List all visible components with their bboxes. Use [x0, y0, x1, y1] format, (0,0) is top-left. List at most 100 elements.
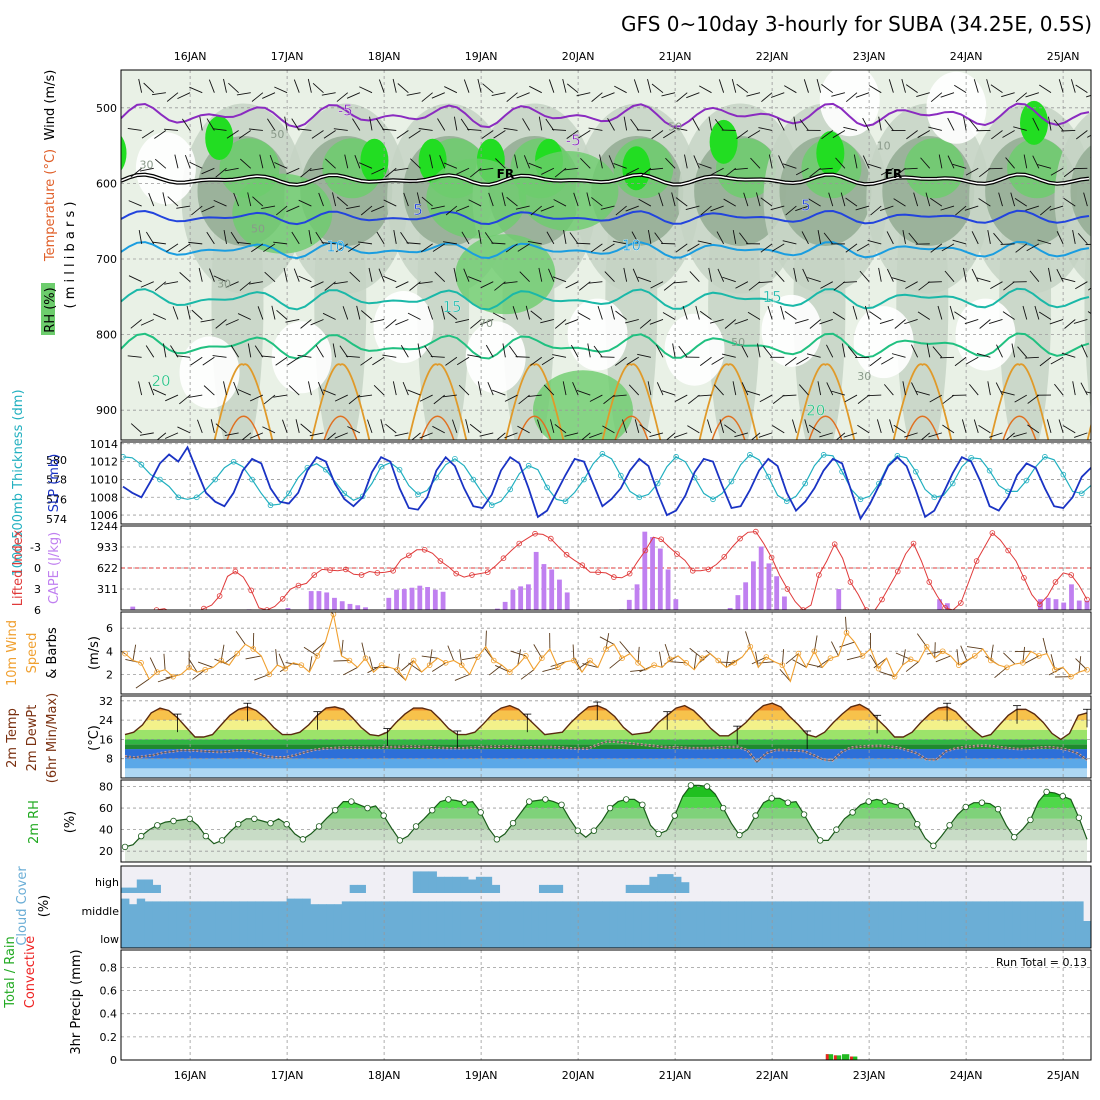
cape-bar	[541, 564, 547, 610]
cloud-middle-cell	[680, 901, 690, 921]
wind-barb	[857, 394, 870, 404]
cloud-high-cell	[673, 876, 682, 893]
wind-barb	[763, 346, 773, 358]
wind-barb	[697, 394, 712, 397]
wind-barb	[581, 432, 591, 440]
thickness-tick-label: 576	[46, 493, 67, 506]
wind-barb	[902, 381, 906, 396]
cloud-middle-cell	[278, 901, 288, 921]
cloud-middle-cell	[949, 901, 958, 921]
cloud-low-cell	[728, 921, 737, 948]
wind-barb	[734, 432, 748, 438]
wind-barb	[1001, 92, 1015, 98]
cloud-high-cell	[657, 874, 666, 893]
cloud-middle-cell	[885, 901, 895, 921]
cloud-middle-cell	[751, 901, 761, 921]
wind-barb	[479, 432, 494, 437]
lifted-index-line-marker	[1005, 547, 1011, 554]
rh2m-marker	[978, 799, 986, 806]
x-tick-label-top: 18JAN	[368, 50, 401, 63]
wind-barb	[395, 281, 409, 289]
wind10m-speed-line-marker	[987, 657, 994, 664]
cloud-middle-cell	[404, 901, 414, 921]
wind-barb	[930, 197, 943, 207]
wind-barb	[1032, 117, 1040, 131]
wind-barb	[818, 167, 833, 170]
wind10m-speed-line-marker	[683, 660, 689, 666]
wind-barb	[356, 305, 361, 320]
wind-barb	[506, 92, 518, 102]
rh2m-fill	[125, 785, 1087, 862]
wind-barb	[1024, 356, 1039, 359]
wind-barb	[477, 78, 482, 93]
wind-barb	[530, 205, 543, 216]
cloud-middle-cell	[239, 901, 248, 921]
wind-barb	[998, 192, 1003, 207]
wind-barb	[770, 205, 785, 211]
wind-barb	[333, 128, 348, 131]
thickness-line-marker	[1078, 490, 1085, 497]
cloud-middle-cell	[609, 901, 619, 921]
wind-barb	[127, 127, 142, 131]
wind-barb	[1000, 391, 1015, 396]
wind-barb	[130, 319, 142, 329]
cloud-middle-cell	[262, 901, 272, 921]
cloud-middle-cell	[452, 901, 461, 921]
precip-tick-label: 0	[110, 1054, 117, 1067]
wind-barb	[493, 130, 506, 139]
wind-barb	[324, 281, 336, 291]
wind10m-speed-line-marker	[651, 662, 657, 668]
wind-barb	[1000, 243, 1015, 245]
wind-barb	[339, 345, 349, 358]
cloud-low-cell	[507, 921, 516, 948]
thickness-line-marker	[249, 476, 255, 483]
wind-barb	[248, 128, 263, 131]
wind10m-speed-line-marker	[635, 660, 641, 666]
wind-barb	[554, 319, 567, 329]
wind-barb	[796, 356, 809, 365]
wind-barb	[1056, 231, 1064, 245]
cloud-middle-cell	[144, 901, 154, 921]
wind-barb	[393, 230, 397, 244]
wind-barb	[267, 118, 276, 131]
wind-barb	[453, 116, 458, 131]
wind-barb	[770, 92, 785, 98]
wind-barb	[649, 167, 664, 171]
cloud-low-cell	[176, 921, 185, 948]
rh2m-marker	[784, 799, 792, 806]
rh2m-band	[125, 818, 1087, 830]
lifted-index-line-marker	[295, 582, 302, 589]
wind-barb	[165, 394, 179, 402]
cloud-middle-cell	[199, 901, 209, 921]
wind-barb	[993, 232, 1003, 245]
wind-barb	[699, 356, 712, 366]
wind-barb	[371, 205, 385, 212]
x-tick-label-bottom: 16JAN	[174, 1069, 207, 1082]
x-tick-label-top: 19JAN	[465, 50, 498, 63]
wind-barb	[421, 92, 433, 102]
wind-barb	[1063, 197, 1076, 207]
wind-barb	[562, 78, 567, 93]
lifted-index-line-marker	[705, 566, 712, 573]
cloud-low-cell	[838, 921, 848, 948]
rh2m-tick-label: 60	[99, 802, 113, 815]
wind-barb	[954, 311, 967, 320]
wind10m-speed-line-marker	[955, 662, 962, 668]
cloud-low-cell	[491, 921, 501, 948]
lifted-index-line-marker	[548, 535, 554, 542]
wind-barb	[1086, 94, 1091, 98]
wind-barb	[358, 241, 373, 245]
cloud-middle-cell	[1020, 901, 1029, 921]
precip-convective-label: Convective	[23, 936, 38, 1009]
cloud-high-cell	[420, 871, 430, 893]
wind-barb	[492, 389, 506, 396]
wind-barb	[988, 167, 1003, 170]
wind-barb	[332, 343, 337, 358]
lifted-tick-label: 6	[34, 604, 41, 617]
cloud-middle-cell	[988, 901, 997, 921]
wind-barb	[747, 311, 761, 320]
cloud-low-cell	[925, 921, 934, 948]
cape-bar	[332, 597, 337, 610]
isotherm-minus5	[121, 102, 1090, 129]
cape-bar	[657, 548, 663, 610]
